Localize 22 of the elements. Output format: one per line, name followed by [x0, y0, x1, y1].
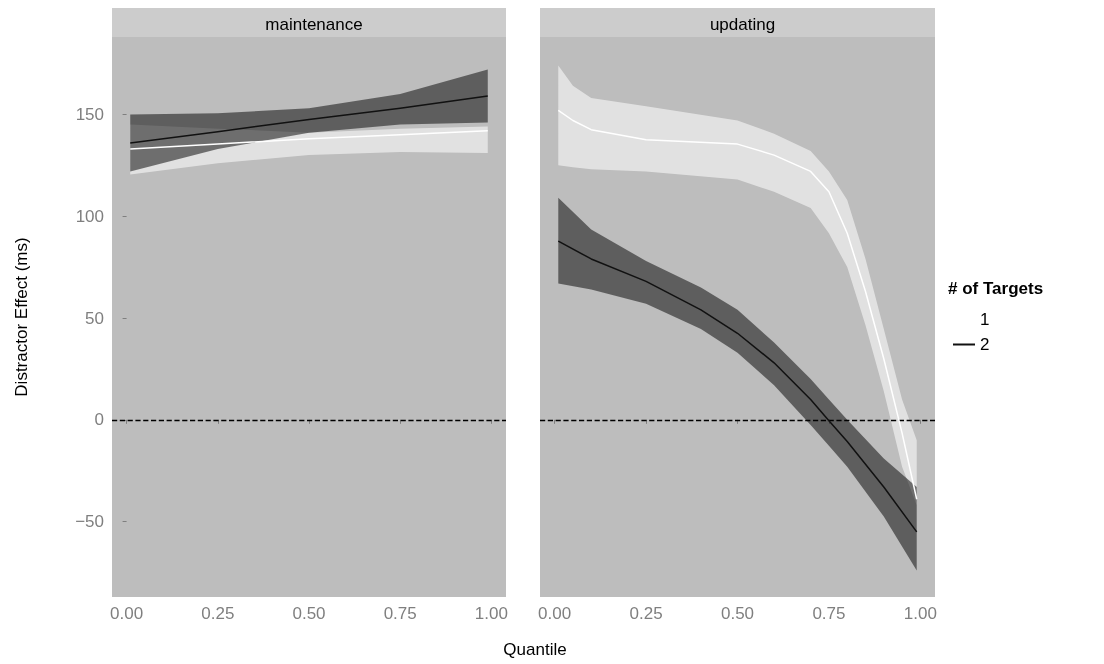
chart-title: maintenance: [265, 15, 363, 34]
x-tick-label: 1.00: [474, 604, 508, 623]
chart-title: updating: [709, 15, 776, 34]
legend-label: 2: [980, 335, 990, 354]
x-tick-label: 0.00: [538, 604, 572, 623]
y-tick-label: −50: [75, 512, 104, 532]
y-tick-label: 150: [75, 104, 104, 124]
x-axis-title: Quantile: [502, 640, 568, 660]
y-tick-label: 100: [75, 206, 104, 226]
y-tick-label: 0: [94, 410, 104, 430]
y-axis-title: Distractor Effect (ms): [12, 237, 31, 397]
x-tick-label: 0.25: [629, 604, 663, 623]
x-tick-label: 0.25: [201, 604, 235, 623]
x-tick-label: 1.00: [903, 604, 937, 623]
x-tick-label: 0.50: [720, 604, 755, 623]
x-tick-label: 0.75: [383, 604, 417, 623]
x-tick-label: 0.50: [292, 604, 326, 623]
legend-title: # of Targets: [948, 279, 1044, 298]
x-tick-label: 0.75: [812, 604, 846, 623]
x-tick-label: 0.00: [110, 604, 144, 623]
y-tick-label: 50: [85, 308, 104, 328]
text: 1: [980, 310, 990, 329]
